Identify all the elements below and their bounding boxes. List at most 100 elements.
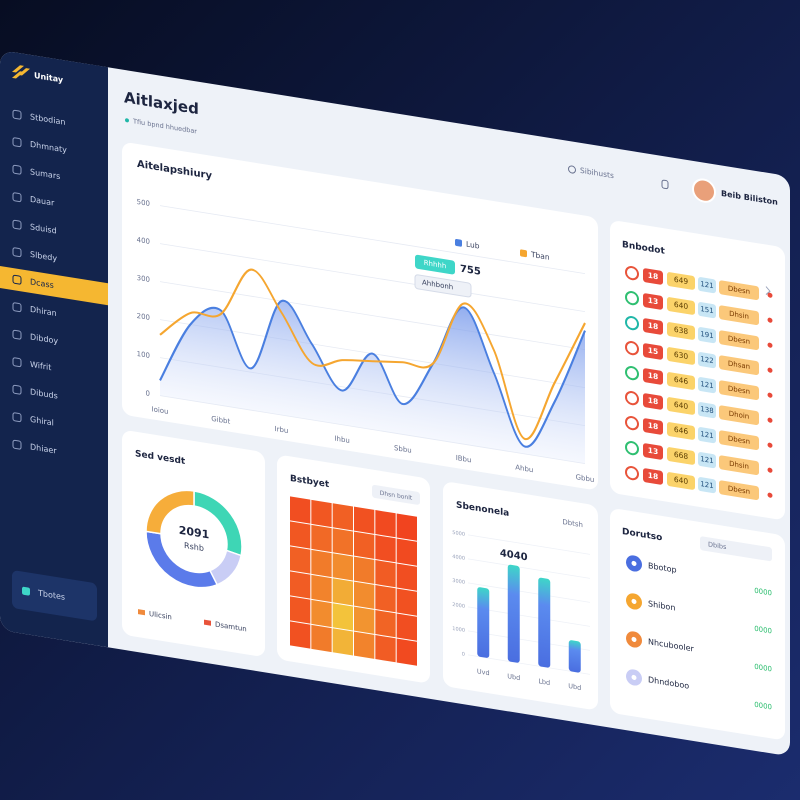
menu-icon: [12, 192, 22, 203]
code-badge: [643, 293, 663, 310]
code-badge: [643, 468, 663, 485]
heat-cell: [311, 624, 332, 653]
amount-badge: [667, 422, 695, 440]
status-pill: [719, 455, 759, 475]
heat-cell: [290, 571, 311, 599]
x-tick-label: Ahbu: [515, 462, 533, 474]
status-dot: [767, 442, 773, 448]
heat-cell: [396, 638, 417, 666]
bell-icon[interactable]: [661, 179, 669, 190]
menu-icon: [12, 357, 22, 368]
code: 18: [648, 321, 658, 332]
amount-badge: [667, 397, 695, 415]
amount: 630: [674, 350, 688, 361]
code-badge: [643, 418, 663, 435]
status-icon: [625, 391, 639, 406]
status-pill: [719, 330, 759, 350]
status-pill: [719, 305, 759, 325]
status-pill: [719, 430, 759, 450]
amount-badge: [667, 447, 695, 465]
menu-icon: [12, 164, 22, 175]
status-dot: [767, 492, 773, 498]
status-pill: [719, 405, 759, 425]
tooltip-box: [414, 274, 472, 298]
tag-badge: [698, 352, 716, 369]
active-item[interactable]: [0, 266, 108, 306]
sidebar: [0, 52, 108, 646]
status: Dbesn: [728, 383, 750, 395]
tag-badge: [698, 452, 716, 469]
grid-line: [468, 534, 590, 555]
status: Dhsin: [729, 309, 749, 321]
heat-cell: [375, 535, 396, 563]
y-tick-label: 5000: [452, 530, 465, 538]
footer-button[interactable]: [12, 570, 97, 622]
status-dot: [767, 392, 773, 398]
tag: 121: [700, 279, 713, 290]
status-icon: [625, 291, 639, 306]
callout-label: Rhhhh: [424, 258, 447, 271]
heat-cell: [311, 499, 332, 528]
grid-line: [468, 558, 590, 579]
legend-swatch: [520, 249, 527, 258]
status: Dhsin: [729, 459, 749, 471]
amount-badge: [667, 272, 695, 290]
list-dropdown-label: Dbibs: [708, 540, 727, 551]
heat-cell: [311, 524, 332, 553]
status-dot: [767, 417, 773, 423]
bar-value-label: 4040: [500, 548, 528, 563]
heat-cell: [354, 506, 375, 534]
menu-item: Sduisd: [30, 222, 57, 235]
y-tick-label: 1000: [452, 626, 465, 634]
amount-badge: [667, 297, 695, 315]
menu-icon: [12, 219, 22, 230]
y-tick-label: 0: [146, 388, 150, 398]
heat-cell: [311, 549, 332, 578]
x-tick-label: Uvd: [477, 667, 490, 677]
status-dot: [767, 317, 773, 323]
tag-badge: [698, 277, 716, 294]
series-area: [160, 301, 585, 464]
bar: [507, 564, 520, 663]
tag: 121: [700, 379, 713, 390]
callout-badge: [415, 254, 455, 275]
status-dot: [767, 367, 773, 373]
donut-segment: [145, 489, 195, 535]
code: 18: [648, 421, 658, 432]
bar: [538, 577, 551, 668]
donut-center: 2091: [179, 524, 210, 542]
list-dropdown[interactable]: [700, 536, 772, 562]
status-pill: [719, 480, 759, 500]
list-icon-dot: [631, 636, 637, 642]
logo: [12, 65, 30, 79]
code-badge: [643, 343, 663, 360]
menu-item: Dhiaer: [30, 442, 57, 455]
amount: 646: [674, 425, 688, 436]
heat-cell: [375, 610, 396, 638]
code: 13: [648, 296, 658, 307]
heat-cell: [332, 578, 353, 606]
heatmap-button[interactable]: [372, 484, 420, 506]
legend-swatch: [138, 609, 145, 616]
list-value: 0000: [754, 586, 772, 598]
y-tick-label: 3000: [452, 578, 465, 586]
tag: 138: [700, 404, 713, 415]
status: Dbesn: [728, 333, 750, 345]
status-dot: [767, 292, 773, 298]
heat-cell: [354, 556, 375, 584]
heat-cell: [375, 635, 396, 663]
legend-swatch: [455, 239, 462, 247]
y-tick-label: 400: [137, 235, 150, 246]
list-value: 0000: [754, 700, 772, 712]
tag-badge: [698, 327, 716, 344]
y-tick-label: 2000: [452, 602, 465, 610]
chevron[interactable]: [765, 286, 771, 296]
amount: 640: [674, 400, 688, 411]
avatar[interactable]: [692, 178, 716, 204]
tag: 121: [700, 479, 713, 490]
status-icon: [625, 316, 639, 331]
x-tick-label: Ihbu: [334, 434, 349, 445]
menu-item: Dhiran: [30, 305, 57, 318]
tag-badge: [698, 377, 716, 394]
heat-cell: [290, 546, 311, 574]
